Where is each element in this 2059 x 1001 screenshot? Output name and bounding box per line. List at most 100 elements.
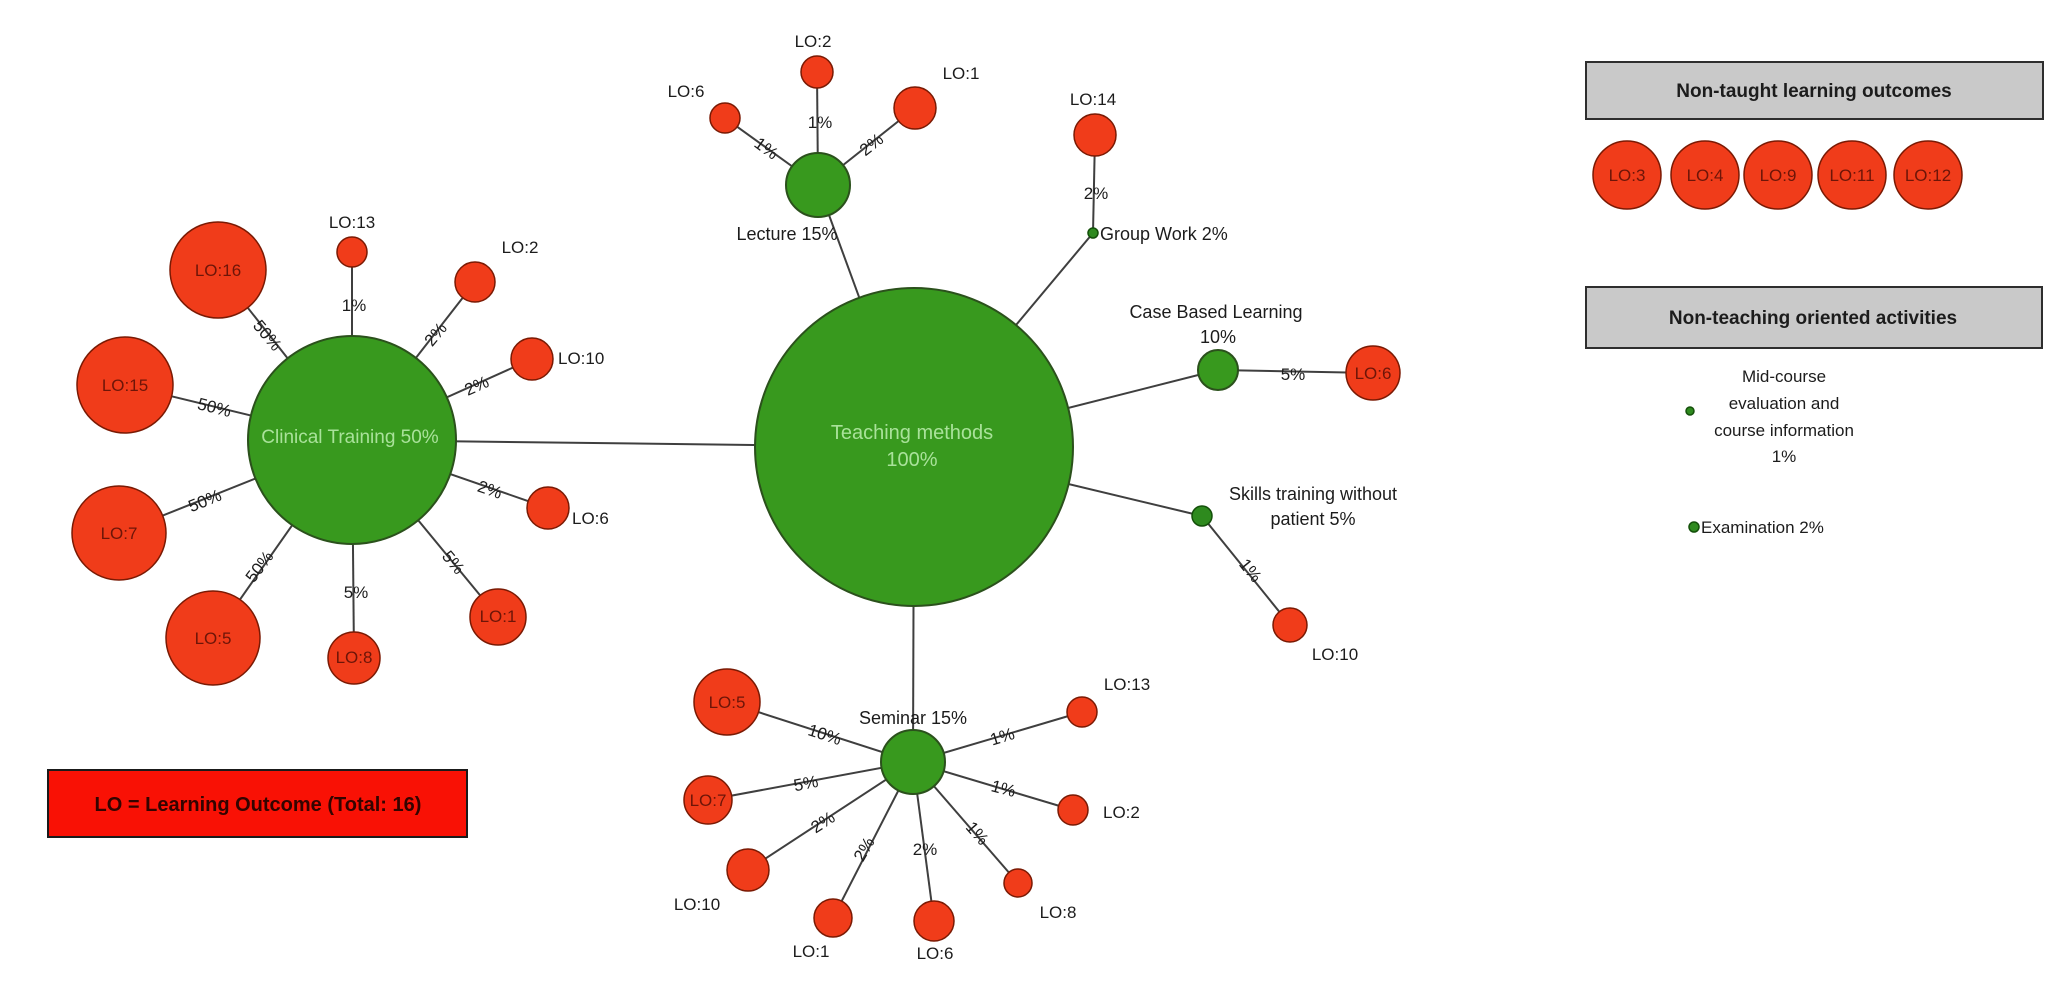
learning-outcome-circle-seminar-lo1 [813,898,853,938]
learning-outcome-circle-seminar-lo5 [693,668,761,736]
learning-outcome-circle-clinical-lo15 [76,336,174,434]
edge-percent-label: 2% [808,808,839,837]
node-label-clinical: Clinical Training 50% [261,427,439,448]
edge-percent-label: 1% [342,296,367,315]
learning-outcome-circle-clinical-lo1 [469,588,527,646]
learning-outcome-circle-cbl-lo6 [1345,345,1401,401]
node-label-skills-training: Skills training without [1229,484,1397,504]
node-label-legend-lo11: LO:11 [1829,166,1874,185]
node-label-lecture-lo6: LO:6 [668,82,705,101]
learning-outcome-circle-legend-lo4 [1670,140,1740,210]
learning-outcome-circle-legend-lo3 [1592,140,1662,210]
node-label-clinical-lo13: LO:13 [329,213,375,232]
learning-outcome-circle-clinical-lo5 [165,590,261,686]
edge-percent-label: 2% [462,372,492,399]
learning-outcome-circle-clinical-lo13 [336,236,368,268]
edge-percent-label: 5% [1281,365,1306,384]
activity-node-seminar [880,729,946,795]
learning-outcome-circle-clinical-lo8 [327,631,381,685]
edge-percent-label: 5% [344,583,369,602]
node-label-clinical-lo5: LO:5 [195,629,232,648]
activity-node-legend-exam-dot [1688,521,1700,533]
edge-line [1201,515,1291,626]
edge-percent-label: 2% [475,477,504,503]
learning-outcome-circle-lecture-lo2 [800,55,834,89]
legend-non-taught-header [1585,61,2044,120]
node-label-groupwork: Group Work 2% [1100,224,1228,244]
node-label-seminar-lo2: LO:2 [1103,803,1140,822]
learning-outcome-circle-seminar-lo7 [683,775,733,825]
node-label-legend-lo12: LO:12 [1905,166,1951,185]
edge-percent-label: 1% [988,724,1017,749]
node-label-clinical-lo7: LO:7 [101,524,138,543]
node-label-teaching: Teaching methods [831,422,993,444]
node-label-seminar-lo13: LO:13 [1104,675,1150,694]
edge-percent-label: 50% [186,486,225,516]
edge-percent-label: 5% [792,772,820,795]
node-label-legend-midcourse-dot: evaluation and [1729,394,1840,413]
node-label-clinical-lo1: LO:1 [480,607,517,626]
node-label-legend-lo3: LO:3 [1609,166,1646,185]
learning-outcome-circle-clinical-lo16 [169,221,267,319]
node-label-legend-lo9: LO:9 [1760,166,1797,185]
node-label-clinical-lo15: LO:15 [102,376,148,395]
learning-outcome-circle-clinical-lo7 [71,485,167,581]
node-label-seminar-lo6: LO:6 [917,944,954,963]
node-label-clinical-lo2: LO:2 [502,238,539,257]
node-label-cbl-lo6: LO:6 [1355,364,1392,383]
node-label-groupwork-lo14: LO:14 [1070,90,1116,109]
node-label-seminar-lo7: LO:7 [690,791,727,810]
activity-node-clinical [247,335,457,545]
node-label-seminar-lo1: LO:1 [793,942,830,961]
node-label-seminar-lo10: LO:10 [674,895,720,914]
activity-node-groupwork [1087,227,1099,239]
node-label-skills-lo10: LO:10 [1312,645,1358,664]
activity-node-lecture [785,152,851,218]
node-label-case-based-learning: Case Based Learning [1129,302,1302,322]
edge-percent-label: 10% [806,720,844,749]
node-label-teaching: 100% [886,449,937,471]
edge-percent-label: 1% [989,776,1018,801]
edge-percent-label: 5% [438,547,468,578]
node-label-lecture-lo2: LO:2 [795,32,832,51]
note-lo-total [47,769,468,838]
node-label-legend-lo4: LO:4 [1687,166,1724,185]
learning-outcome-circle-seminar-lo2 [1057,794,1089,826]
edge-percent-label: 1% [808,113,833,132]
node-label-skills-training: patient 5% [1270,509,1355,529]
node-label-lecture-lo1: LO:1 [943,64,980,83]
legend-non-teaching-header [1585,286,2043,349]
node-label-legend-midcourse-dot: course information [1714,421,1854,440]
activity-node-skills-training [1191,505,1213,527]
activity-node-case-based-learning [1197,349,1239,391]
learning-outcome-circle-legend-lo9 [1743,140,1813,210]
learning-outcome-circle-clinical-lo6 [526,486,570,530]
learning-outcome-circle-seminar-lo6 [913,900,955,942]
edge-line [707,761,914,801]
node-label-clinical-lo6: LO:6 [572,509,609,528]
node-label-clinical-lo10: LO:10 [558,349,604,368]
learning-outcome-circle-groupwork-lo14 [1073,113,1117,157]
edge-percent-label: 2% [913,840,938,859]
edge-percent-label: 1% [1235,555,1265,586]
node-label-legend-midcourse-dot: 1% [1772,447,1797,466]
learning-outcome-circle-seminar-lo8 [1003,868,1033,898]
activity-node-teaching [754,287,1074,607]
activity-node-legend-midcourse-dot [1685,406,1695,416]
legend-non-teaching-header-title: Non-teaching oriented activities [1669,308,1957,329]
edge-percent-label: 2% [1084,184,1109,203]
learning-outcome-circle-lecture-lo6 [709,102,741,134]
node-label-seminar-lo5: LO:5 [709,693,746,712]
node-label-case-based-learning: 10% [1200,327,1236,347]
learning-outcome-circle-seminar-lo13 [1066,696,1098,728]
learning-outcome-circle-seminar-lo10 [726,848,770,892]
node-label-seminar-lo8: LO:8 [1040,903,1077,922]
edge-percent-label: 50% [196,394,234,421]
learning-outcome-circle-clinical-lo10 [510,337,554,381]
node-label-legend-exam-dot: Examination 2% [1701,518,1824,537]
learning-outcome-circle-skills-lo10 [1272,607,1308,643]
node-label-lecture: Lecture 15% [736,224,837,244]
learning-outcome-circle-legend-lo11 [1817,140,1887,210]
